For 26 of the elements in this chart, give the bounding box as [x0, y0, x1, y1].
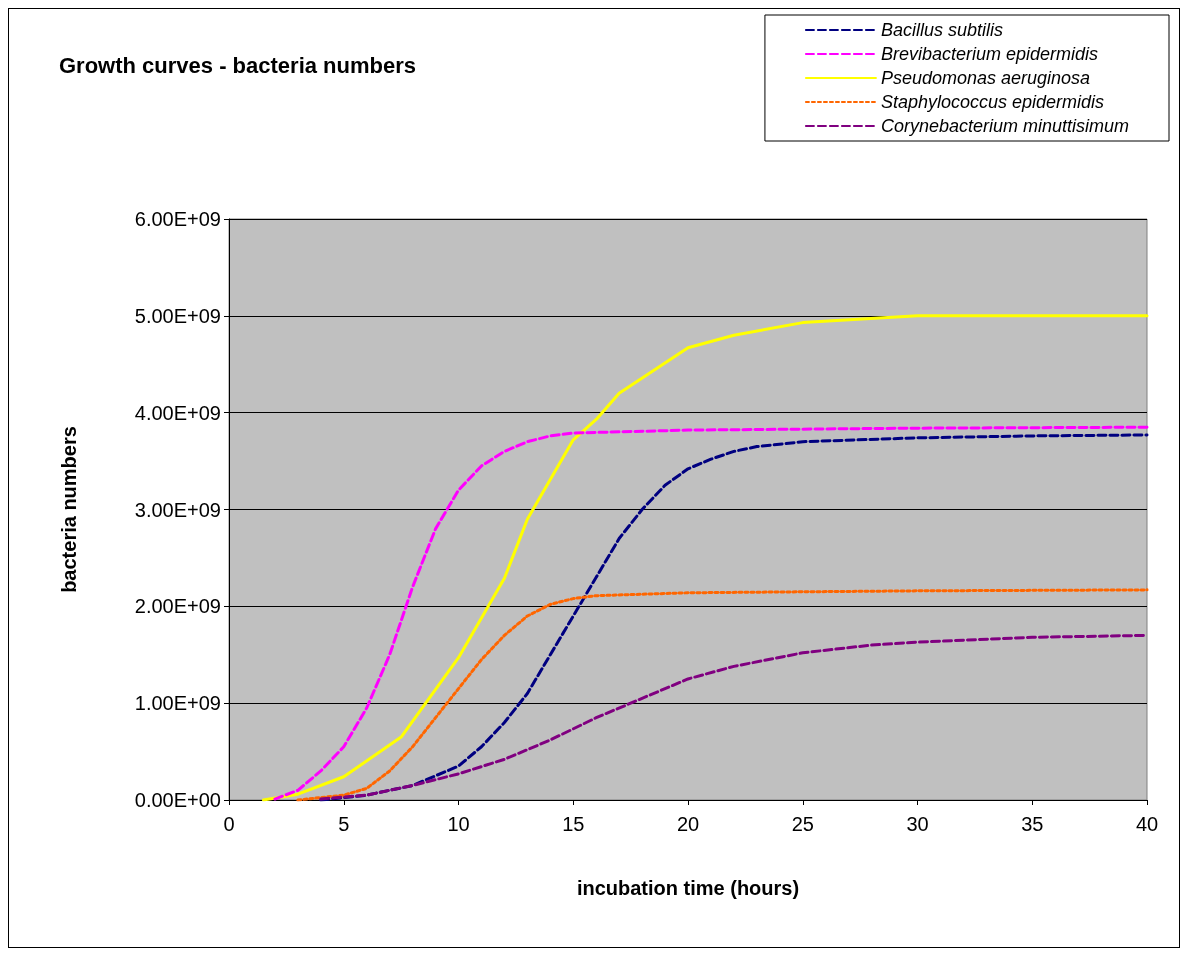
y-tick-label: 5.00E+09: [134, 304, 221, 327]
y-tick-label: 3.00E+09: [134, 498, 221, 521]
y-tick-label: 0.00E+00: [134, 789, 221, 811]
x-axis-title: incubation time (hours): [576, 877, 800, 899]
y-tick-label: 6.00E+09: [134, 208, 221, 230]
x-tick-label: 30: [906, 813, 929, 835]
x-tick-label: 25: [791, 813, 814, 835]
x-tick-label: 15: [562, 813, 585, 835]
legend-label: Staphylococcus epidermidis: [880, 92, 1105, 112]
line-series: [296, 588, 1149, 802]
legend-label: Corynebacterium minuttisimum: [880, 116, 1130, 136]
x-tick-label: 0: [223, 813, 235, 835]
y-tick-label: 1.00E+09: [134, 692, 221, 715]
x-tick-label: 10: [447, 813, 470, 835]
y-tick-label: 4.00E+09: [134, 401, 221, 424]
y-axis-title: bacteria numbers: [58, 426, 80, 593]
x-tick-label: 5: [338, 813, 350, 835]
chart-title: Growth curves - bacteria numbers: [59, 52, 416, 78]
line-series: [261, 314, 1149, 802]
legend-label: Pseudomonas aeruginosa: [880, 68, 1091, 88]
x-tick-label: 40: [1135, 813, 1159, 835]
legend-label: Bacillus subtilis: [880, 20, 1003, 40]
x-tick-label: 20: [676, 813, 700, 835]
x-tick-label: 35: [1021, 813, 1044, 835]
legend-label: Brevibacterium epidermidis: [880, 44, 1099, 64]
y-tick-label: 2.00E+09: [134, 595, 221, 618]
